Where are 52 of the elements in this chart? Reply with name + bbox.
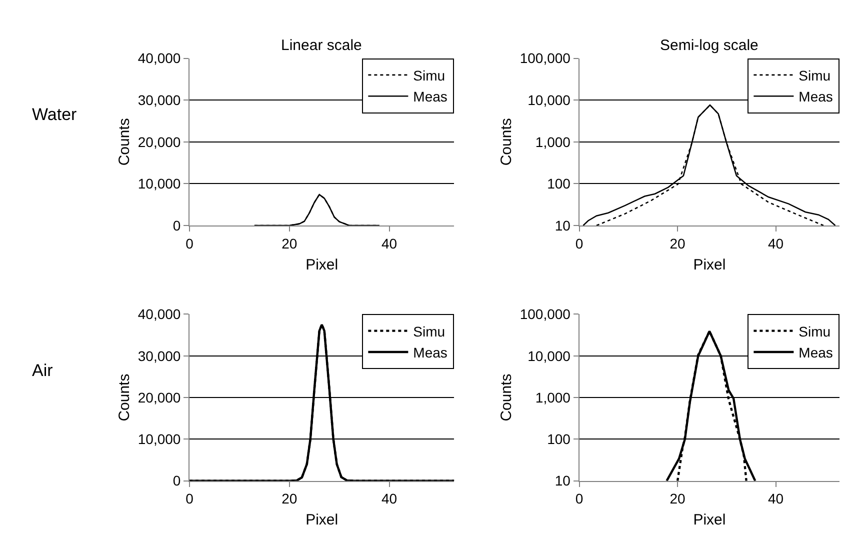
legend-label: Simu [413,67,446,84]
y-tick-label: 100 [547,431,571,448]
x-tick-label: 20 [282,490,298,507]
y-tick-label: 40,000 [138,50,181,66]
y-tick-label: 100,000 [520,50,571,66]
y-tick-label: 0 [172,217,181,234]
legend-label: Simu [413,323,446,340]
x-tick-label: 0 [186,490,194,507]
text: Water [32,105,78,124]
y-tick-label: 1,000 [535,134,571,150]
x-tick-label: 0 [575,235,584,252]
text: Air [32,361,54,380]
y-tick-label: 40,000 [138,306,181,322]
y-tick-label: 20,000 [138,134,181,150]
y-tick-label: 10,000 [528,92,571,108]
x-axis-title: Pixel [306,512,338,529]
y-axis-title: Counts [116,118,134,166]
y-axis-title: Counts [116,374,134,422]
x-tick-label: 20 [670,490,686,507]
legend-label: Meas [798,88,833,105]
legend-label: Simu [798,323,831,340]
x-axis-title: Pixel [693,512,726,529]
y-axis-title: Counts [498,118,516,166]
x-tick-label: 40 [768,490,784,507]
legend-label: Simu [798,67,831,84]
x-tick-label: 40 [381,490,398,507]
x-axis-title: Pixel [693,256,726,274]
y-tick-label: 10,000 [138,431,181,448]
x-tick-label: 0 [186,235,194,252]
x-tick-label: 40 [381,235,398,252]
y-tick-label: 10,000 [138,176,181,192]
y-tick-label: 10 [554,217,571,234]
y-tick-label: 100,000 [520,306,571,322]
x-tick-label: 0 [575,490,584,507]
y-tick-label: 30,000 [138,92,181,108]
y-tick-label: 10 [554,472,571,489]
y-tick-label: 0 [172,472,181,489]
legend-label: Meas [413,344,448,360]
legend-label: Meas [798,344,833,360]
y-axis-title: Counts [498,374,516,422]
y-tick-label: 20,000 [138,389,181,406]
x-axis-title: Pixel [306,256,338,274]
y-tick-label: 1,000 [535,389,571,406]
x-tick-label: 40 [768,235,784,252]
y-tick-label: 30,000 [138,348,181,364]
chart-title: Semi-log scale [660,37,758,54]
y-tick-label: 10,000 [528,348,571,364]
legend-label: Meas [413,88,448,105]
x-tick-label: 20 [670,235,686,252]
chart-title: Linear scale [281,37,362,54]
x-tick-label: 20 [282,235,298,252]
y-tick-label: 100 [547,176,571,192]
